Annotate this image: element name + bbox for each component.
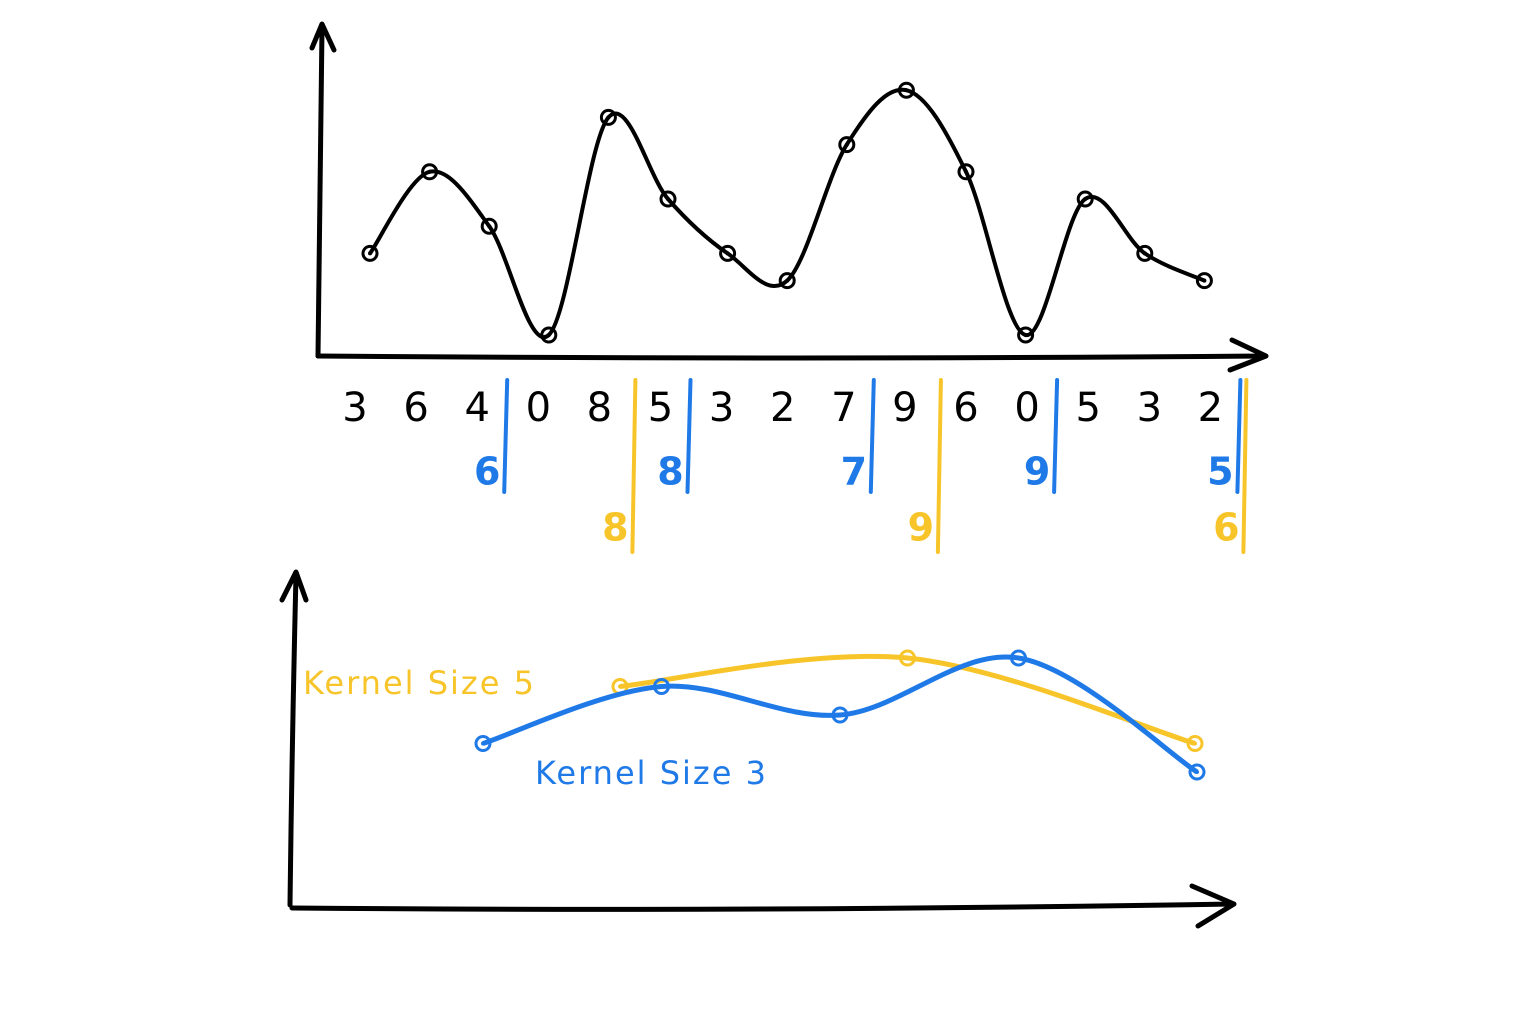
pool-max-label: 5 <box>1207 450 1233 494</box>
sequence-digit: 0 <box>1014 385 1039 431</box>
series-label: Kernel Size 5 <box>303 664 536 702</box>
sequence-digit: 2 <box>1198 385 1223 431</box>
pool-max-label: 6 <box>1213 506 1239 550</box>
data-point-center <box>659 684 664 689</box>
data-point-center <box>725 251 730 256</box>
data-point <box>599 108 617 126</box>
pool-max-label: 8 <box>657 450 683 494</box>
pool-max-label: 9 <box>1024 450 1050 494</box>
data-point-center <box>905 656 910 660</box>
data-point <box>361 244 379 262</box>
sequence-digit: 2 <box>770 385 795 431</box>
data-point <box>1195 272 1213 290</box>
bottom-x-axis <box>289 883 1237 929</box>
data-point-center <box>1195 770 1199 774</box>
data-point <box>540 326 558 344</box>
pool-separator <box>685 378 693 494</box>
data-point-center <box>904 88 909 93</box>
data-point <box>838 136 856 154</box>
sequence-digit: 7 <box>831 385 856 431</box>
data-point <box>1136 244 1154 262</box>
data-point-center <box>1142 251 1147 256</box>
sequence-digit: 3 <box>709 385 734 431</box>
sequence-digit: 5 <box>1075 385 1100 431</box>
pool-max-label: 9 <box>908 506 934 550</box>
sequence-digit: 9 <box>892 385 917 431</box>
data-point-center <box>785 278 790 283</box>
data-point-center <box>1016 656 1021 660</box>
series-label: Kernel Size 3 <box>535 754 768 792</box>
pool-max-label: 8 <box>602 506 628 550</box>
data-point <box>899 649 916 667</box>
sequence-digit: 0 <box>526 385 551 431</box>
sequence-digit: 5 <box>648 385 673 431</box>
data-point-center <box>481 741 485 746</box>
data-point-center <box>606 115 611 120</box>
pool-max-label: 6 <box>474 450 500 494</box>
data-point <box>897 81 915 99</box>
sequence-digit: 3 <box>342 385 367 431</box>
data-point <box>1076 190 1094 208</box>
data-point <box>480 217 498 235</box>
pool-separator <box>935 378 943 554</box>
data-point-center <box>1083 197 1088 201</box>
data-point-center <box>838 713 842 717</box>
data-point <box>719 244 737 262</box>
data-point-center <box>964 169 968 174</box>
data-point-center <box>1193 741 1197 746</box>
data-point <box>1186 735 1204 752</box>
data-point-center <box>546 333 551 337</box>
pool-separator <box>502 378 510 494</box>
data-point-center <box>1023 333 1028 337</box>
sequence-digit: 6 <box>953 385 978 431</box>
pool-separator <box>1052 378 1060 494</box>
data-point <box>778 272 796 290</box>
pool-separator <box>1241 378 1249 554</box>
bottom-y-axis <box>279 569 309 908</box>
sequence-digit: 3 <box>1137 385 1162 431</box>
pool-separator <box>868 378 876 494</box>
data-point <box>831 706 849 724</box>
data-point-center <box>666 197 670 201</box>
data-point-center <box>844 142 849 147</box>
data-point-center <box>368 251 372 256</box>
top-y-axis <box>309 21 337 359</box>
data-point-center <box>487 224 492 229</box>
data-point-center <box>618 684 622 689</box>
pool-separator <box>1235 378 1243 494</box>
sequence-digit: 4 <box>464 385 489 431</box>
data-point <box>659 190 677 208</box>
data-point <box>1017 326 1035 344</box>
pool-max-label: 7 <box>841 450 867 494</box>
top-x-axis <box>315 337 1269 373</box>
data-point <box>1010 649 1027 667</box>
sequence-digit: 6 <box>403 385 428 431</box>
data-point <box>474 735 492 752</box>
data-point-center <box>1202 278 1207 283</box>
data-point <box>653 678 670 695</box>
pool-separator <box>630 378 638 554</box>
data-point <box>421 163 439 181</box>
data-point-center <box>427 169 432 174</box>
data-point <box>1188 763 1206 781</box>
data-point <box>957 163 975 181</box>
sequence-digit: 8 <box>587 385 612 431</box>
